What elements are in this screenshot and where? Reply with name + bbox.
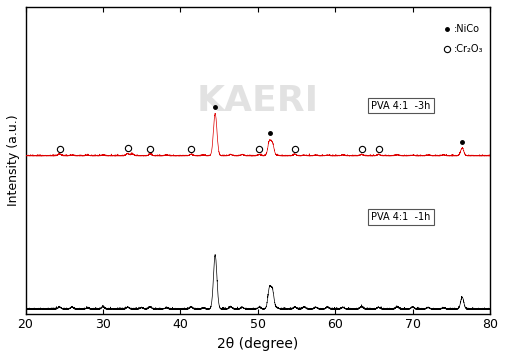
Text: KAERI: KAERI xyxy=(197,84,319,118)
X-axis label: 2θ (degree): 2θ (degree) xyxy=(217,337,298,351)
Text: PVA 4:1  -3h: PVA 4:1 -3h xyxy=(371,101,431,111)
Text: :NiCo: :NiCo xyxy=(453,24,480,34)
Text: :Cr₂O₃: :Cr₂O₃ xyxy=(453,44,483,54)
Y-axis label: Intensity (a.u.): Intensity (a.u.) xyxy=(7,115,20,206)
Text: PVA 4:1  -1h: PVA 4:1 -1h xyxy=(371,212,431,222)
